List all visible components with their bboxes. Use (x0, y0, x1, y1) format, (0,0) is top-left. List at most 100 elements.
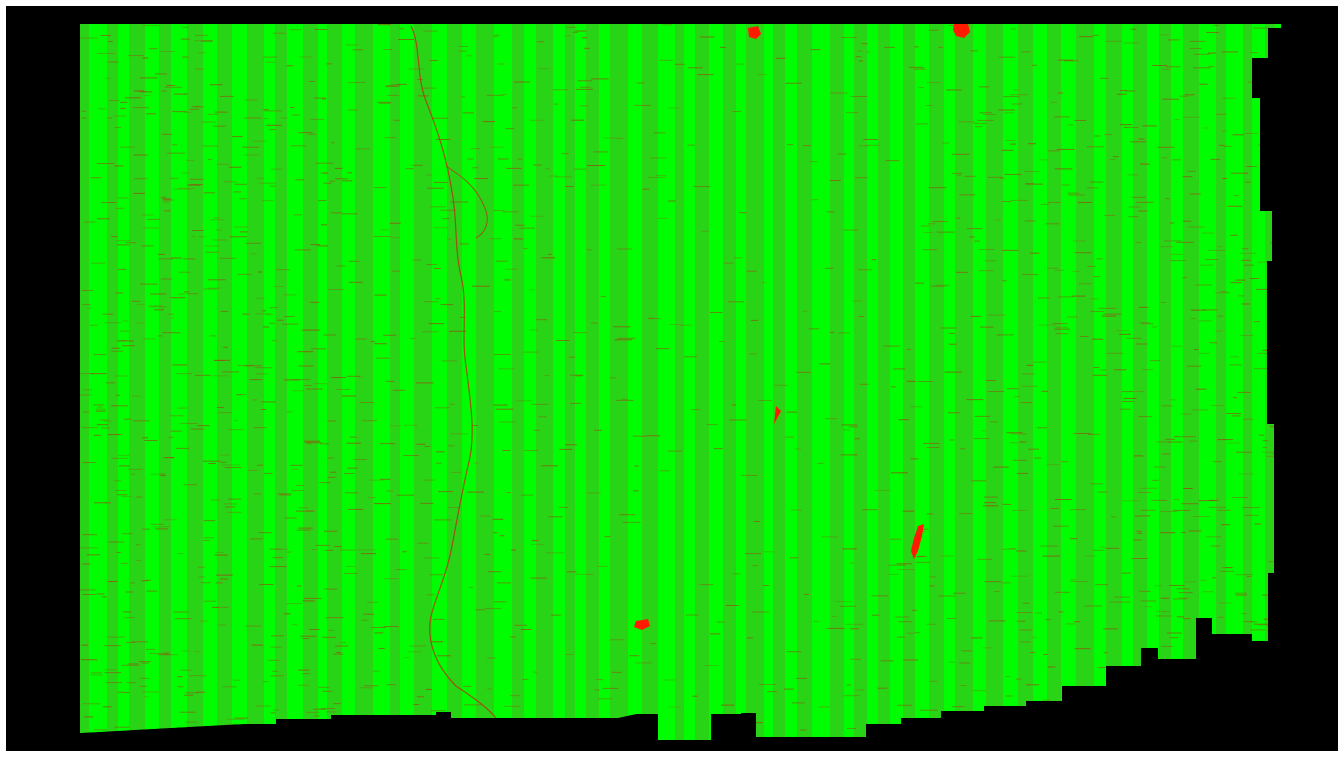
noise-line (1016, 550, 1027, 552)
sensor-stripe (903, 24, 915, 740)
noise-line (313, 383, 328, 385)
noise-line (1155, 610, 1166, 612)
noise-line (515, 224, 525, 226)
noise-line (1238, 473, 1254, 475)
sensor-stripe (1076, 24, 1094, 740)
noise-line (1160, 532, 1176, 534)
noise-line (575, 573, 594, 575)
noise-line (136, 322, 145, 324)
noise-line (1208, 499, 1219, 501)
noise-line (390, 237, 400, 239)
noise-line (579, 105, 589, 107)
noise-line (1268, 356, 1281, 358)
noise-line (520, 629, 532, 630)
noise-line (1181, 503, 1199, 505)
noise-line (1106, 352, 1123, 354)
noise-line (587, 165, 606, 166)
noise-line (359, 687, 373, 689)
noise-line (855, 56, 862, 58)
noise-line (263, 326, 269, 328)
noise-line (1209, 342, 1218, 344)
noise-line (1089, 298, 1099, 300)
noise-line (469, 586, 474, 588)
noise-line (700, 230, 709, 232)
noise-line (137, 90, 148, 92)
noise-line (998, 109, 1015, 111)
noise-line (922, 249, 938, 251)
noise-line (591, 78, 609, 80)
noise-line (421, 87, 436, 89)
noise-line (1098, 667, 1116, 669)
sensor-stripe (462, 24, 476, 740)
noise-line (127, 55, 144, 57)
noise-line (530, 215, 545, 217)
noise-line (463, 685, 472, 687)
noise-line (1092, 374, 1108, 376)
noise-line (809, 161, 818, 163)
noise-line (203, 520, 216, 522)
noise-line (336, 265, 346, 267)
noise-line (984, 502, 996, 504)
noise-line (979, 249, 996, 250)
noise-line (355, 338, 367, 340)
noise-line (107, 636, 125, 638)
noise-line (367, 497, 376, 499)
noise-line (420, 502, 434, 504)
noise-line (1223, 675, 1235, 677)
noise-line (486, 94, 504, 96)
noise-line (551, 614, 561, 616)
noise-line (1217, 439, 1233, 441)
noise-line (1217, 616, 1224, 618)
noise-line (746, 270, 757, 272)
noise-line (1178, 675, 1193, 677)
noise-line (384, 578, 399, 580)
sensor-stripe (217, 24, 232, 740)
noise-line (161, 133, 172, 135)
noise-line (537, 41, 544, 43)
noise-line (667, 450, 683, 452)
noise-line (964, 175, 976, 177)
noise-line (1222, 178, 1227, 179)
noise-line (142, 528, 150, 530)
noise-line (327, 457, 335, 459)
noise-line (796, 371, 811, 373)
noise-line (1206, 536, 1222, 538)
sensor-stripe (275, 24, 287, 740)
noise-line (391, 270, 401, 272)
sensor-stripe (599, 24, 610, 740)
noise-line (604, 536, 611, 538)
noise-line (119, 465, 130, 467)
noise-line (852, 300, 863, 302)
noise-line (1152, 65, 1168, 66)
noise-line (213, 217, 220, 219)
noise-line (1168, 663, 1175, 665)
noise-line (1001, 249, 1019, 251)
noise-line (1055, 591, 1070, 593)
noise-line (1184, 94, 1195, 96)
noise-line (119, 146, 135, 148)
noise-line (412, 259, 422, 261)
noise-line (101, 427, 110, 429)
noise-line (984, 581, 1001, 583)
noise-line (191, 106, 204, 108)
sensor-stripe (414, 24, 432, 740)
noise-line (1041, 390, 1049, 392)
sensor-stripes (80, 24, 1281, 740)
noise-line (1109, 159, 1116, 161)
noise-line (82, 304, 91, 306)
noise-line (150, 523, 164, 525)
noise-line (146, 113, 156, 115)
noise-line (276, 269, 290, 271)
noise-line (150, 293, 167, 295)
noise-line (636, 82, 645, 84)
noise-line (148, 48, 158, 50)
noise-line (1025, 183, 1043, 185)
noise-line (264, 110, 282, 112)
noise-line (1243, 264, 1254, 266)
noise-line (125, 242, 136, 244)
noise-line (1218, 602, 1232, 604)
noise-line (1034, 457, 1041, 459)
noise-line (1262, 685, 1273, 687)
noise-line (918, 87, 924, 89)
noise-line (1270, 426, 1281, 428)
